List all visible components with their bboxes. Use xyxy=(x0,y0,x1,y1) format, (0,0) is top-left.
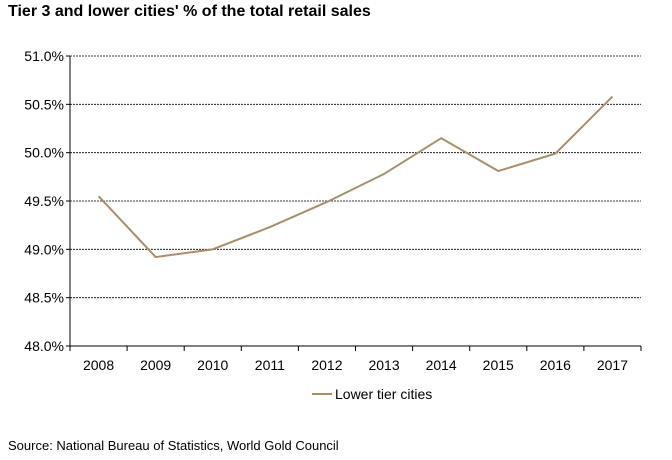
axes xyxy=(66,55,642,351)
x-tick-label: 2017 xyxy=(597,357,628,373)
series-layer xyxy=(97,95,614,259)
y-tick-labels: 48.0% 48.5% 49.0% 49.5% 50.0% 50.5% 51.0% xyxy=(24,48,64,354)
chart-title: Tier 3 and lower cities' % of the total … xyxy=(8,3,371,20)
x-tick-label: 2012 xyxy=(311,357,342,373)
x-tick-labels: 2008 2009 2010 2011 2012 2013 2014 2015 2016 2017 xyxy=(83,357,628,373)
y-tick-label: 50.0% xyxy=(24,145,64,161)
x-tick-label: 2008 xyxy=(83,357,114,373)
y-tick-label: 51.0% xyxy=(24,48,64,64)
y-tick-label: 48.5% xyxy=(24,290,64,306)
x-tick-label: 2009 xyxy=(140,357,171,373)
x-tick-label: 2011 xyxy=(255,357,285,373)
x-tick-label: 2014 xyxy=(426,357,457,373)
series-line xyxy=(97,95,614,259)
x-tick-label: 2010 xyxy=(197,357,228,373)
y-tick-label: 48.0% xyxy=(24,338,64,354)
legend: Lower tier cities xyxy=(312,386,432,402)
y-tick-label: 50.5% xyxy=(24,96,64,112)
x-tick-label: 2016 xyxy=(540,357,571,373)
source-note: Source: National Bureau of Statistics, W… xyxy=(8,438,339,453)
x-tick-label: 2013 xyxy=(368,357,399,373)
grid-lines xyxy=(70,55,641,299)
legend-label: Lower tier cities xyxy=(335,386,432,402)
x-tick-label: 2015 xyxy=(483,357,514,373)
y-tick-label: 49.0% xyxy=(24,241,64,257)
y-tick-label: 49.5% xyxy=(24,193,64,209)
